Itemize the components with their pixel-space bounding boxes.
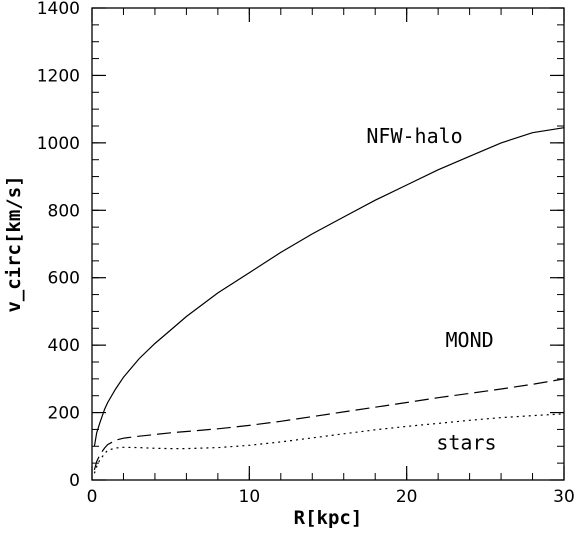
y-tick-label: 0 bbox=[69, 471, 80, 491]
y-tick-label: 1400 bbox=[37, 0, 80, 19]
tick-labels: 0 10 20 30 0 200 400 600 800 1000 1200 1400 bbox=[37, 0, 575, 507]
x-tick-label: 10 bbox=[239, 487, 261, 507]
y-tick-label: 400 bbox=[48, 336, 80, 356]
series-label-mond: MOND bbox=[446, 328, 494, 352]
annotations: NFW-halo MOND stars bbox=[366, 124, 496, 455]
y-tick-label: 800 bbox=[48, 201, 80, 221]
series-line-nfw-halo bbox=[93, 127, 565, 447]
y-axis-label: v_circ[km/s] bbox=[3, 175, 25, 312]
y-tick-label: 1000 bbox=[37, 134, 80, 154]
plot-frame bbox=[91, 7, 565, 481]
y-tick-label: 600 bbox=[48, 269, 80, 289]
y-tick-label: 200 bbox=[48, 404, 80, 424]
x-tick-label: 30 bbox=[553, 487, 575, 507]
x-tick-label: 0 bbox=[87, 487, 98, 507]
ticks bbox=[91, 7, 565, 481]
x-axis-label: R[kpc] bbox=[294, 507, 363, 529]
series-label-stars: stars bbox=[436, 431, 496, 455]
series-label-nfw-halo: NFW-halo bbox=[366, 124, 462, 148]
series-line-stars bbox=[93, 413, 565, 474]
series-lines bbox=[93, 127, 565, 474]
series-line-mond bbox=[93, 378, 565, 471]
x-tick-label: 20 bbox=[396, 487, 418, 507]
y-tick-label: 1200 bbox=[37, 66, 80, 86]
